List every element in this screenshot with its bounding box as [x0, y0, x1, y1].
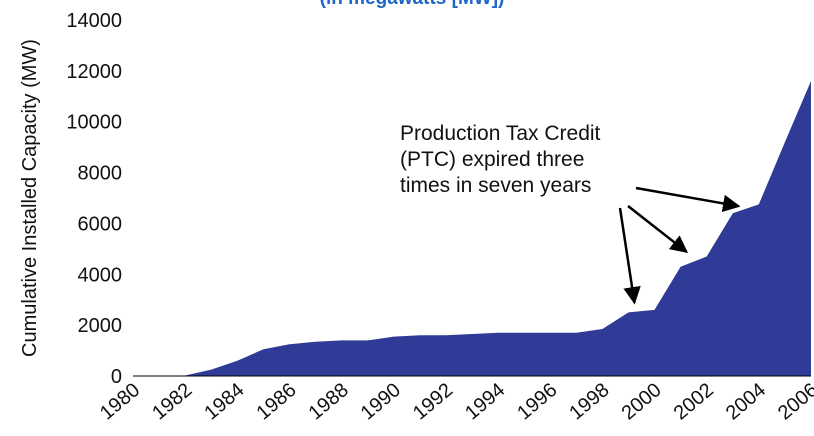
annotation-arrow	[627, 205, 688, 254]
x-tick-label: 1998	[565, 379, 613, 424]
annotation-line-2: (PTC) expired three	[400, 148, 584, 171]
x-tick-label: 1984	[200, 379, 248, 424]
y-tick-label: 4000	[78, 264, 123, 286]
annotation-arrow	[618, 207, 641, 305]
annotation-arrows	[618, 186, 741, 305]
x-tick-label: 1990	[357, 379, 405, 424]
y-tick-label: 12000	[66, 61, 122, 83]
y-tick-label: 2000	[78, 315, 123, 337]
x-tick-label: 2002	[670, 379, 718, 424]
ptc-annotation: Production Tax Credit (PTC) expired thre…	[400, 122, 601, 197]
annotation-line-1: Production Tax Credit	[400, 122, 601, 145]
x-tick-label: 2004	[722, 379, 770, 424]
capacity-area	[133, 81, 811, 376]
x-tick-label: 1992	[409, 379, 457, 424]
x-tick-label: 2006	[774, 379, 814, 424]
x-tick-label: 1994	[461, 379, 509, 424]
x-tick-label: 1986	[252, 379, 300, 424]
y-tick-label: 8000	[78, 163, 123, 185]
x-tick-label: 2000	[618, 379, 666, 424]
x-tick-label: 1996	[513, 379, 561, 424]
y-axis-label: Cumulative Installed Capacity (MW)	[19, 39, 41, 357]
y-tick-label: 14000	[66, 10, 122, 32]
annotation-line-3: times in seven years	[400, 174, 591, 197]
annotation-arrow	[635, 186, 741, 213]
y-tick-label: 6000	[78, 213, 123, 235]
y-axis-ticks: 0 2000 4000 6000 8000 10000 12000 14000	[66, 10, 122, 388]
chart-title: (in megawatts [MW])	[320, 0, 505, 9]
x-tick-label: 1982	[148, 379, 196, 424]
x-tick-label: 1988	[305, 379, 353, 424]
y-tick-label: 10000	[66, 112, 122, 134]
y-tick-label: 0	[111, 366, 122, 388]
x-axis-ticks: 1980 1982 1984 1986 1988 1990 1992 1994 1996 1998…	[96, 379, 814, 424]
